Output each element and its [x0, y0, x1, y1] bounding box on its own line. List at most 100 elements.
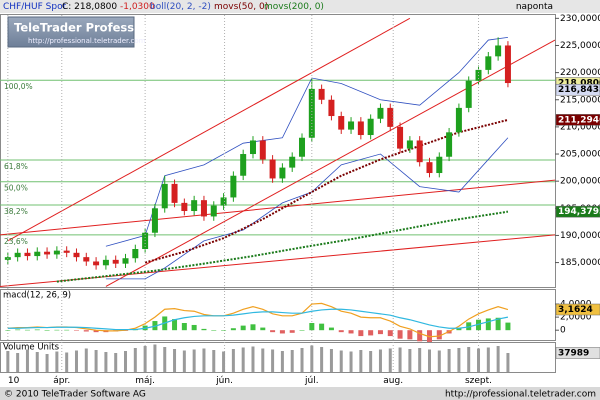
candle-body — [83, 257, 90, 262]
y-tick-label: 215,0000 — [560, 95, 600, 105]
panel-title: macd(12, 26, 9) — [3, 291, 71, 301]
moving-average — [144, 118, 509, 264]
trend-line — [0, 179, 555, 236]
histogram-bar — [181, 323, 187, 331]
volume-bar — [153, 344, 157, 372]
candle-body — [220, 197, 227, 206]
histogram-bar — [83, 330, 89, 332]
histogram-bar — [73, 330, 79, 331]
trend-line — [105, 39, 555, 287]
volume-bar — [427, 349, 431, 372]
x-tick-label: szept. — [465, 376, 492, 386]
histogram-bar — [34, 329, 40, 331]
value-box-label: 216,8435 — [558, 85, 600, 95]
candle-body — [387, 107, 394, 127]
volume-bar — [45, 354, 49, 372]
volume-bar — [16, 353, 20, 372]
volume-bar — [261, 348, 265, 372]
y-tick-label: 205,0000 — [560, 150, 600, 160]
candle-body — [230, 175, 237, 198]
candle-body — [102, 259, 109, 266]
candle-body — [397, 126, 404, 149]
volume-bar — [457, 348, 461, 372]
main-panel — [0, 14, 556, 288]
volume-bar — [408, 349, 412, 372]
volume-bar — [251, 346, 255, 372]
trend-line — [7, 17, 411, 242]
volume-bar — [437, 350, 441, 372]
candle-body — [485, 56, 492, 70]
period: naponta — [516, 2, 553, 12]
value-box-label: 37989 — [558, 349, 589, 359]
histogram-bar — [377, 330, 383, 335]
y-tick-label: 230,0000 — [560, 14, 600, 24]
x-tick-label: aug. — [383, 376, 403, 386]
candle-body — [436, 156, 443, 174]
candle-body — [328, 99, 335, 117]
logo-url: http://professional.teletrader.com — [28, 37, 146, 45]
volume-bar — [202, 348, 206, 372]
indicator-name: movs(200, 0) — [264, 2, 324, 12]
x-tick-label: júl. — [304, 376, 319, 386]
candle-body — [44, 251, 51, 255]
candle-body — [240, 154, 247, 176]
candle-body — [377, 107, 384, 119]
volume-bar — [339, 350, 343, 372]
candle-body — [279, 167, 286, 179]
candle-body — [446, 132, 453, 157]
fib-label: 50,0% — [4, 184, 28, 193]
macd-line — [7, 308, 509, 331]
volume-bar — [84, 348, 88, 372]
histogram-bar — [348, 330, 354, 334]
histogram-bar — [289, 330, 295, 333]
volume-bar — [173, 349, 177, 372]
volume-bar — [300, 348, 304, 372]
x-tick-label: 10 — [8, 376, 20, 386]
header-bar — [0, 0, 600, 13]
logo-title: TeleTrader Professional — [14, 21, 166, 35]
histogram-bar — [24, 329, 30, 331]
candle-body — [191, 200, 198, 212]
y-tick-label: 210,0000 — [560, 122, 600, 132]
volume-bar — [320, 347, 324, 372]
candle-body — [367, 118, 374, 136]
candle-body — [455, 107, 462, 133]
candle-body — [112, 259, 119, 264]
x-tick-label: ápr. — [53, 376, 70, 386]
histogram-bar — [250, 324, 256, 331]
volume-bar — [222, 351, 226, 372]
moving-average — [56, 210, 509, 283]
candle-body — [318, 88, 325, 100]
volume-bar — [35, 352, 39, 372]
fib-label: 23,6% — [4, 237, 28, 246]
x-tick-label: jún. — [215, 376, 233, 386]
candle-body — [348, 121, 355, 130]
value-box-label: 211,2946 — [558, 115, 600, 125]
macd-line — [7, 302, 509, 338]
volume-bar — [398, 347, 402, 372]
volume-bar — [124, 351, 128, 372]
histogram-bar — [191, 324, 197, 331]
volume-bar — [369, 351, 373, 372]
candle-body — [249, 140, 256, 155]
candle-body — [14, 252, 21, 258]
candle-body — [93, 261, 100, 266]
y-tick-label: 2,0000 — [560, 313, 592, 323]
histogram-bar — [172, 319, 178, 331]
candle-body — [161, 183, 168, 209]
volume-bar — [486, 347, 490, 372]
value-box-label: 3,1624 — [558, 305, 593, 315]
indicator-name: movs(50, 0) — [214, 2, 268, 12]
close-text: C: 218,0800 — [62, 2, 117, 12]
volume-bar — [192, 349, 196, 372]
candle-body — [426, 162, 433, 174]
histogram-bar — [426, 330, 432, 342]
histogram-bar — [456, 328, 462, 331]
footer-url: http://professional.teletrader.com — [445, 390, 596, 400]
logo-box — [7, 16, 135, 48]
y-tick-label: 220,0000 — [560, 68, 600, 78]
volume-bar — [418, 348, 422, 372]
histogram-bar — [64, 329, 70, 331]
volume-bar — [55, 351, 59, 372]
candle-body — [406, 140, 413, 149]
